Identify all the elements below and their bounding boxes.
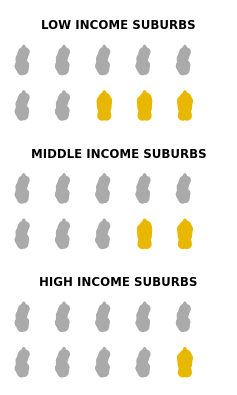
Circle shape [142,90,147,97]
Circle shape [142,347,147,354]
Circle shape [64,327,66,331]
Circle shape [185,70,187,75]
Circle shape [183,45,187,52]
Circle shape [22,347,26,354]
Circle shape [142,301,147,308]
Circle shape [183,218,187,226]
Circle shape [185,327,187,331]
Circle shape [22,90,26,97]
Circle shape [62,90,66,97]
Circle shape [144,70,147,75]
Circle shape [142,173,147,180]
Text: HIGH INCOME SUBURBS: HIGH INCOME SUBURBS [39,276,198,289]
Circle shape [64,244,66,248]
Circle shape [64,70,66,75]
Circle shape [23,70,26,75]
Circle shape [22,301,26,308]
Circle shape [102,301,106,308]
Circle shape [23,116,26,120]
Circle shape [183,173,187,180]
Circle shape [104,70,107,75]
Circle shape [62,347,66,354]
Circle shape [102,90,106,97]
Circle shape [62,173,66,180]
Circle shape [64,199,66,203]
Circle shape [102,173,106,180]
Circle shape [102,347,106,354]
Circle shape [142,218,147,226]
Circle shape [142,45,147,52]
Circle shape [185,199,187,203]
Circle shape [64,116,66,120]
Text: MIDDLE INCOME SUBURBS: MIDDLE INCOME SUBURBS [31,148,206,160]
Circle shape [144,327,147,331]
Circle shape [104,372,107,377]
Circle shape [144,199,147,203]
Circle shape [102,218,106,226]
Circle shape [102,45,106,52]
Circle shape [183,347,187,354]
Circle shape [23,327,26,331]
Circle shape [22,45,26,52]
Circle shape [104,244,107,248]
Circle shape [183,90,187,97]
Circle shape [23,372,26,377]
Circle shape [22,173,26,180]
Circle shape [104,327,107,331]
Circle shape [64,372,66,377]
Circle shape [62,301,66,308]
Circle shape [104,199,107,203]
Circle shape [144,372,147,377]
Circle shape [23,199,26,203]
Circle shape [23,244,26,248]
Circle shape [62,218,66,226]
Circle shape [183,301,187,308]
Circle shape [62,45,66,52]
Text: LOW INCOME SUBURBS: LOW INCOME SUBURBS [41,19,196,32]
Circle shape [22,218,26,226]
